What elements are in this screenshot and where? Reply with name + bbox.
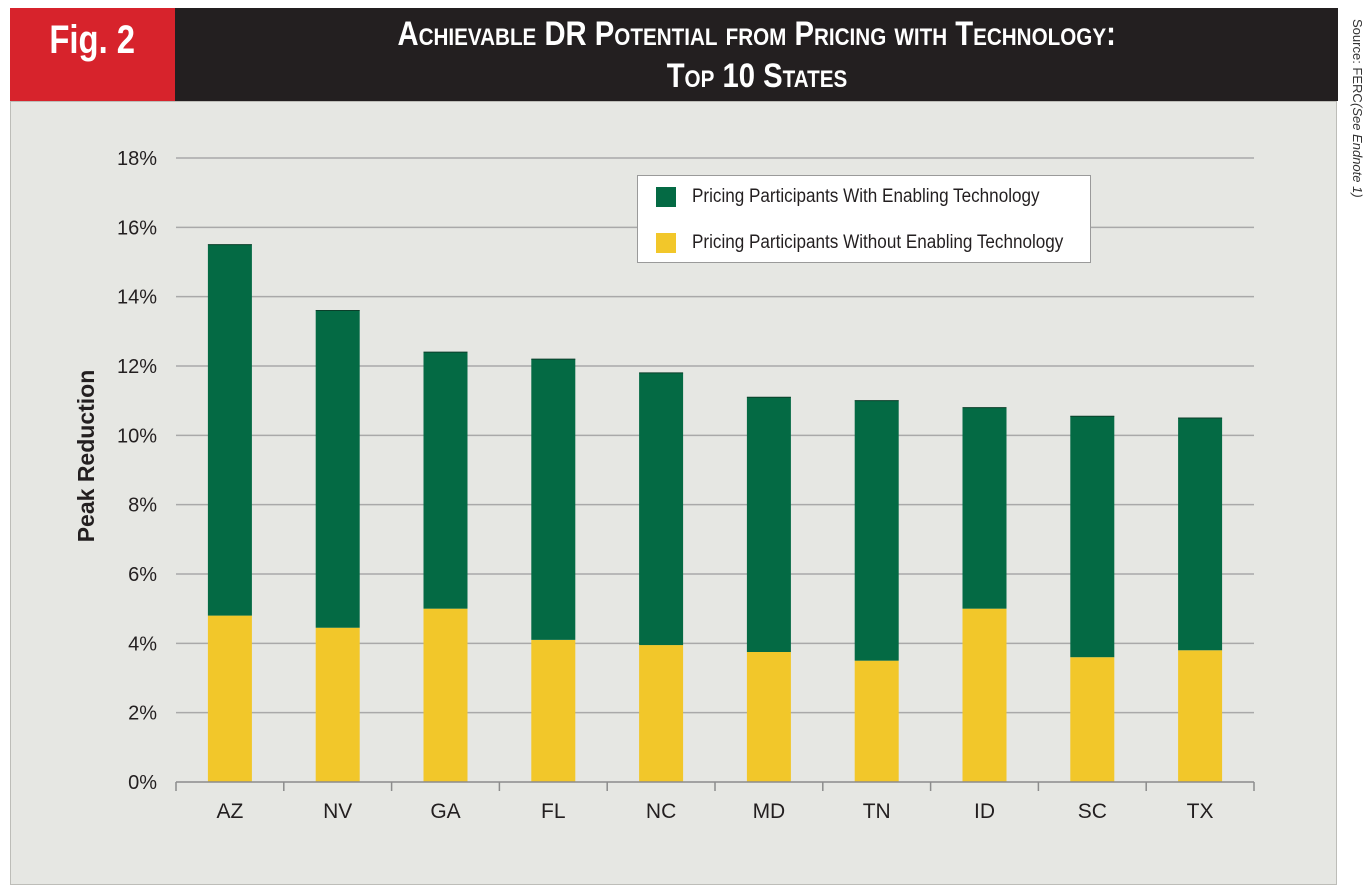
legend-item-without-technology: Pricing Participants Without Enabling Te… — [656, 232, 1105, 254]
bar-without-technology-ga — [423, 608, 468, 782]
chart-title-line-2: Top 10 States — [666, 56, 847, 95]
y-tick-label: 16% — [117, 217, 157, 239]
y-tick-label: 10% — [117, 425, 157, 447]
source-note: Source: FERC (See Endnote 1) — [1338, 8, 1365, 208]
bar-without-technology-az — [207, 615, 252, 782]
y-tick-label: 14% — [117, 287, 157, 309]
bars — [207, 244, 1223, 782]
bar-without-technology-nv — [315, 627, 360, 782]
y-axis-label: Peak Reduction — [73, 370, 99, 543]
y-tick-label: 6% — [128, 564, 157, 586]
bar-with-technology-tn — [854, 400, 899, 661]
figure-badge: Fig. 2 — [10, 8, 175, 101]
y-tick-label: 18% — [117, 148, 157, 170]
x-tick-label-tx: TX — [1187, 800, 1214, 823]
bar-without-technology-nc — [639, 645, 684, 782]
x-tick-label-az: AZ — [216, 800, 243, 823]
source-endnote: (See Endnote 1) — [1350, 102, 1365, 198]
bar-with-technology-nc — [639, 372, 684, 646]
bar-with-technology-md — [746, 397, 791, 652]
axes: 0% 2% 4% 6% 8% 10% 12% 14% 16% 18% AZ NV GA FL NC MD TN I… — [117, 148, 1255, 823]
y-tick-label: 12% — [117, 356, 157, 378]
bar-with-technology-sc — [1070, 416, 1115, 658]
x-tick-label-nv: NV — [323, 800, 352, 823]
x-tick-label-id: ID — [974, 800, 995, 823]
bar-with-technology-fl — [531, 359, 576, 640]
legend-swatch-with-technology — [656, 187, 676, 207]
bar-without-technology-md — [746, 652, 791, 782]
x-tick-label-tn: TN — [863, 800, 891, 823]
x-tick-label-sc: SC — [1078, 800, 1107, 823]
legend-item-with-technology: Pricing Participants With Enabling Techn… — [656, 186, 1078, 208]
chart-title-line-1: Achievable DR Potential from Pricing wit… — [397, 14, 1116, 53]
source-prefix: Source: FERC — [1350, 18, 1365, 103]
bar-without-technology-id — [962, 608, 1007, 782]
x-tick-label-nc: NC — [646, 800, 676, 823]
legend-swatch-without-technology — [656, 233, 676, 253]
x-tick-label-fl: FL — [541, 800, 566, 823]
y-tick-label: 8% — [128, 495, 157, 517]
x-tick-label-md: MD — [753, 800, 786, 823]
chart-legend: Pricing Participants With Enabling Techn… — [637, 175, 1091, 263]
bar-without-technology-fl — [531, 639, 576, 782]
legend-label-with-technology: Pricing Participants With Enabling Techn… — [692, 186, 1040, 207]
y-tick-label: 4% — [128, 633, 157, 655]
bar-with-technology-ga — [423, 352, 468, 609]
x-tick-label-ga: GA — [430, 800, 460, 823]
bar-with-technology-tx — [1178, 418, 1223, 651]
bar-without-technology-tn — [854, 660, 899, 782]
bar-with-technology-az — [207, 244, 252, 616]
bar-with-technology-id — [962, 407, 1007, 609]
bar-without-technology-sc — [1070, 657, 1115, 782]
figure-number: Fig. 2 — [49, 17, 136, 62]
bar-without-technology-tx — [1178, 650, 1223, 782]
legend-label-without-technology: Pricing Participants Without Enabling Te… — [692, 232, 1064, 253]
title-bar: Achievable DR Potential from Pricing wit… — [175, 8, 1338, 101]
y-tick-label: 2% — [128, 703, 157, 725]
bar-with-technology-nv — [315, 310, 360, 628]
y-tick-label: 0% — [128, 772, 157, 794]
